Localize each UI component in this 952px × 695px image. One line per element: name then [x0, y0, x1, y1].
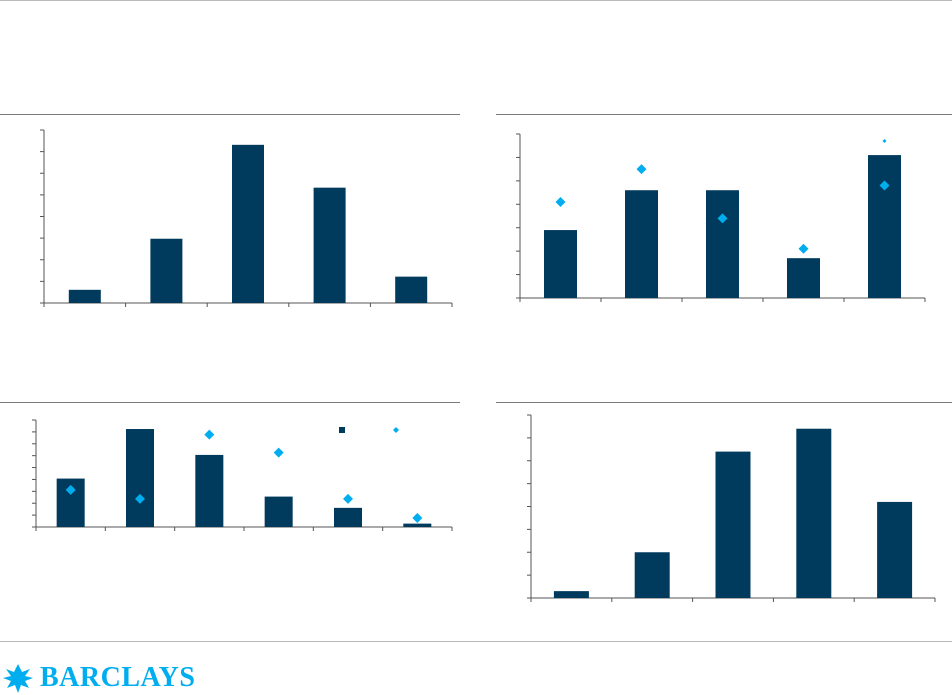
bar: [313, 187, 346, 303]
marker-point: [882, 139, 887, 143]
bar: [544, 230, 577, 298]
panel-rule-top-left: [0, 114, 460, 115]
marker-point: [717, 213, 728, 224]
panel-rule-top-right: [496, 114, 952, 115]
marker-point: [798, 243, 809, 254]
bar: [334, 507, 362, 527]
bar: [634, 552, 670, 598]
marker-point: [555, 196, 566, 207]
marker-point: [636, 164, 647, 175]
bar: [150, 238, 183, 303]
marker-point: [135, 493, 145, 504]
bar: [395, 276, 428, 303]
legend-swatch-bar: [339, 427, 345, 433]
logo-text: BARCLAYS: [40, 662, 196, 693]
bar: [126, 429, 154, 527]
bar: [553, 591, 589, 598]
eagle-icon: [3, 664, 33, 693]
footer-rule: [0, 641, 952, 642]
marker-point: [273, 447, 284, 458]
marker-point: [204, 429, 215, 440]
bar: [706, 190, 739, 298]
bar: [715, 451, 751, 598]
bar: [264, 496, 293, 527]
bar: [787, 258, 820, 298]
marker-point: [343, 493, 353, 504]
bar: [195, 454, 224, 527]
marker-point: [65, 484, 76, 495]
bar: [625, 190, 658, 298]
marker-point: [879, 180, 890, 191]
legend-swatch-marker: [393, 427, 399, 433]
bar: [403, 523, 432, 527]
bar: [877, 501, 913, 598]
marker-point: [412, 512, 423, 523]
bar: [68, 289, 101, 303]
bar: [796, 428, 832, 598]
panel-rule-bottom-right: [496, 402, 952, 403]
bar: [232, 144, 264, 303]
bar: [868, 155, 901, 298]
panel-rule-bottom-left: [0, 402, 460, 403]
top-rule: [0, 0, 952, 1]
